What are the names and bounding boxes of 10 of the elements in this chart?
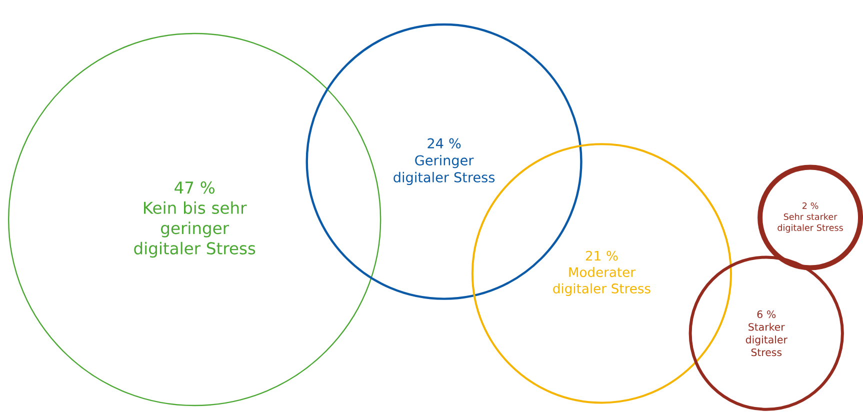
data-label: 24 % xyxy=(428,138,461,148)
data-label: 2 % xyxy=(802,202,818,209)
data-label: 6 % xyxy=(757,310,776,318)
data-label: 47 % xyxy=(174,181,214,194)
category-label: Starker digitaler Stress xyxy=(746,322,788,356)
category-label: Moderater digitaler Stress xyxy=(553,266,650,296)
data-label: 21 % xyxy=(586,250,618,261)
category-label: Geringer digitaler Stress xyxy=(394,154,495,186)
category-label: Kein bis sehr geringer digitaler Stress xyxy=(134,201,256,258)
category-label: Sehr starker digitaler Stress xyxy=(778,213,843,233)
